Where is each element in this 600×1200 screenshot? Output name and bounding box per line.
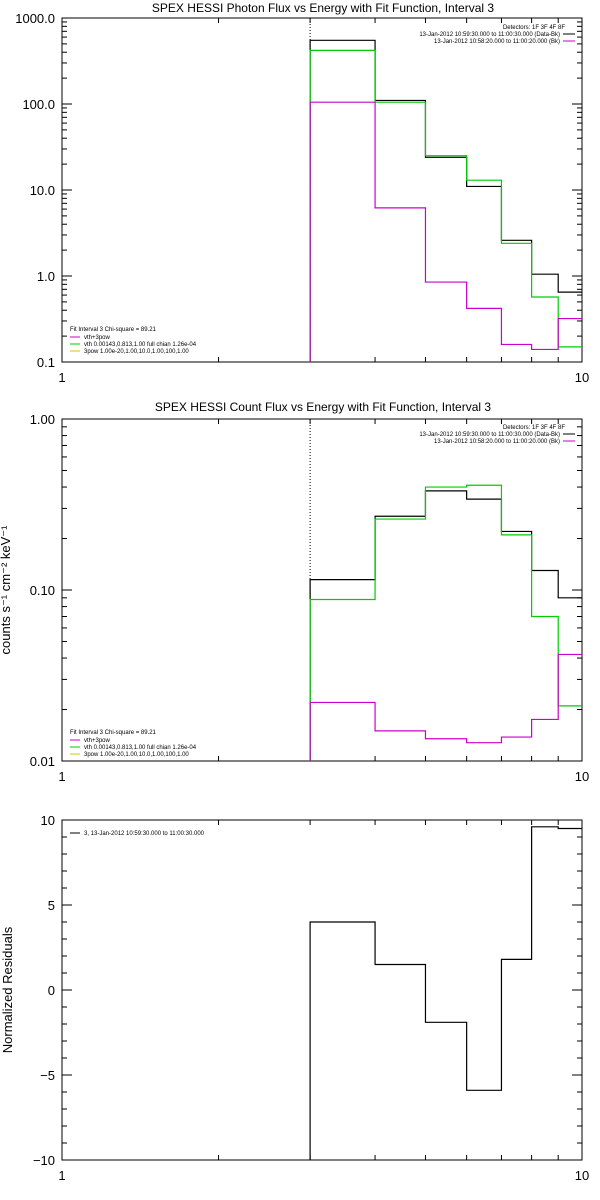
panel1-series-group: [62, 17, 582, 363]
panel2-legend-detectors: Detectors: 1F 3F 4F 8F: [503, 425, 565, 431]
panel-photon-flux: SPEX HESSI Photon Flux vs Energy with Fi…: [15, 1, 589, 385]
panel2-title: SPEX HESSI Count Flux vs Energy with Fit…: [155, 400, 491, 414]
panel3-legend: 3, 13-Jan-2012 10:59:30.000 to 11:00:30.…: [84, 831, 205, 837]
panel-count-flux: SPEX HESSI Count Flux vs Energy with Fit…: [0, 400, 589, 784]
panel1-ytick-label: 1.0: [37, 269, 55, 284]
panel3-xtick-label: 1: [58, 1168, 65, 1183]
panel3-ytick-label: −5: [40, 1068, 55, 1083]
panel3-ytick-label: 0: [48, 983, 55, 998]
panel3-frame: [61, 819, 583, 1161]
panel1-legend-bk: 13-Jan-2012 10:58:20.000 to 11:00:20.000…: [434, 39, 560, 45]
series-black-step-line: [309, 39, 582, 362]
panel2-series-group: [62, 418, 582, 762]
series-black-step-line: [309, 490, 582, 761]
panel1-xtick-label: 10: [575, 370, 589, 385]
panel3-series-group: [62, 819, 582, 1161]
panel2-legend-data: 13-Jan-2012 10:59:30.000 to 11:00:30.000…: [419, 432, 560, 438]
panel2-legend-3pow: 3pow 1.00e-20,1.00,10.0,1.00,100,1.00: [84, 752, 189, 758]
panel2-ytick-label: 1.00: [30, 412, 55, 427]
panel3-xtick-label: 10: [575, 1168, 589, 1183]
panel1-ytick-label: 10.0: [30, 183, 55, 198]
panel1-legend-detectors: Detectors: 1F 3F 4F 8F: [503, 25, 565, 31]
panel3-ytick-label: 5: [48, 898, 55, 913]
panel1-ytick-label: 1000.0: [15, 11, 55, 26]
panel1-legend-fit: Fit Interval 3 Chi-square = 89.21: [70, 327, 157, 333]
panel2-ytick-label: 0.01: [30, 754, 55, 769]
panel3-ytick-label: −10: [33, 1153, 55, 1168]
panel3-ytick-label: 10: [41, 813, 55, 828]
series-green-step-line: [309, 49, 582, 362]
panel2-legend-vth: vth 0.00143,0.813,1.00 full chian 1.26e-…: [84, 745, 197, 751]
series-green-step-line: [309, 484, 582, 761]
panel3-ylabel: Normalized Residuals: [0, 926, 15, 1053]
panel2-ytick-label: 0.10: [30, 583, 55, 598]
panel1-ytick-label: 0.1: [37, 355, 55, 370]
panel1-xtick-label: 1: [58, 370, 65, 385]
panel1-title: SPEX HESSI Photon Flux vs Energy with Fi…: [152, 1, 494, 15]
panel2-legend-total: vth+3pow: [84, 738, 111, 744]
panel1-ytick-label: 100.0: [22, 97, 55, 112]
panel1-legend-vth: vth 0.00143,0.813,1.00 full chian 1.26e-…: [84, 342, 197, 348]
panel2-legend-bk: 13-Jan-2012 10:58:20.000 to 11:00:20.000…: [434, 439, 560, 445]
panel2-xtick-label: 10: [575, 769, 589, 784]
panel1-legend-3pow: 3pow 1.00e-20,1.00,10.0,1.00,100,1.00: [84, 349, 189, 355]
panel2-legend-fit: Fit Interval 3 Chi-square = 89.21: [70, 730, 157, 736]
panel1-legend-data: 13-Jan-2012 10:59:30.000 to 11:00:30.000…: [419, 32, 560, 38]
panel2-ylabel: counts s⁻¹ cm⁻² keV⁻¹: [0, 525, 13, 655]
panel-residuals: −10 −5 0 5 10 1 10 Normalized Residuals …: [0, 813, 589, 1183]
panel2-xtick-label: 1: [58, 769, 65, 784]
series-magenta-step-line: [309, 653, 582, 761]
panel1-legend-total: vth+3pow: [84, 335, 111, 341]
panel1-frame: [61, 17, 583, 363]
panel2-frame: [61, 418, 583, 762]
series-magenta-step-line: [309, 101, 582, 362]
series-black-step-line: [309, 826, 582, 1160]
